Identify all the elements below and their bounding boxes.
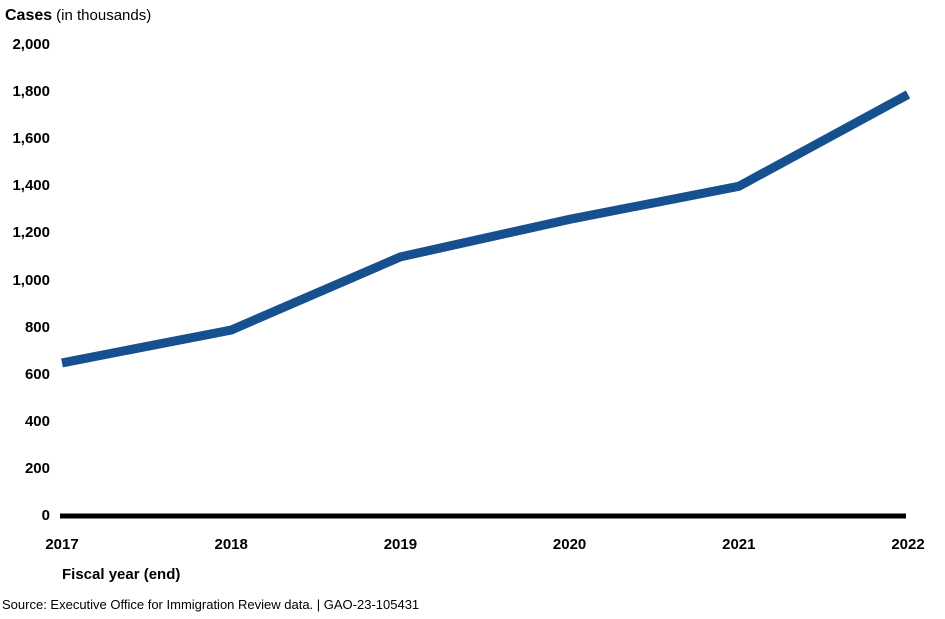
y-axis-tick-label: 800 <box>24 318 50 336</box>
y-axis-tick-label: 1,800 <box>12 83 50 101</box>
y-axis-tick-label: 400 <box>24 412 50 430</box>
x-axis-tick-label: 2017 <box>45 536 79 553</box>
y-axis-title-unit: (in thousands) <box>56 7 152 24</box>
y-axis-title: Cases <box>5 7 53 24</box>
y-axis-tick-label: 1,000 <box>12 271 50 289</box>
x-axis-title: Fiscal year (end) <box>62 566 181 583</box>
y-axis-tick-label: 600 <box>24 365 50 383</box>
x-axis-tick-label: 2019 <box>383 536 418 553</box>
x-axis-tick-label: 2020 <box>552 536 587 553</box>
cases-trend-line <box>61 90 911 368</box>
chart-title: Cases (in thousands) <box>5 7 151 25</box>
source-note: Source: Executive Office for Immigration… <box>2 597 420 612</box>
x-axis-tick-label: 2018 <box>214 536 248 553</box>
y-axis-tick-label: 1,600 <box>12 130 50 148</box>
x-axis-tick-label: 2022 <box>891 536 925 553</box>
y-axis-tick-label: 1,200 <box>12 224 50 242</box>
y-axis-tick-label: 0 <box>41 507 50 524</box>
y-axis-tick-label: 1,400 <box>12 177 50 195</box>
y-axis-tick-label: 200 <box>24 459 50 477</box>
x-axis-tick-label: 2021 <box>722 536 756 553</box>
y-axis-tick-label: 2,000 <box>12 36 50 53</box>
